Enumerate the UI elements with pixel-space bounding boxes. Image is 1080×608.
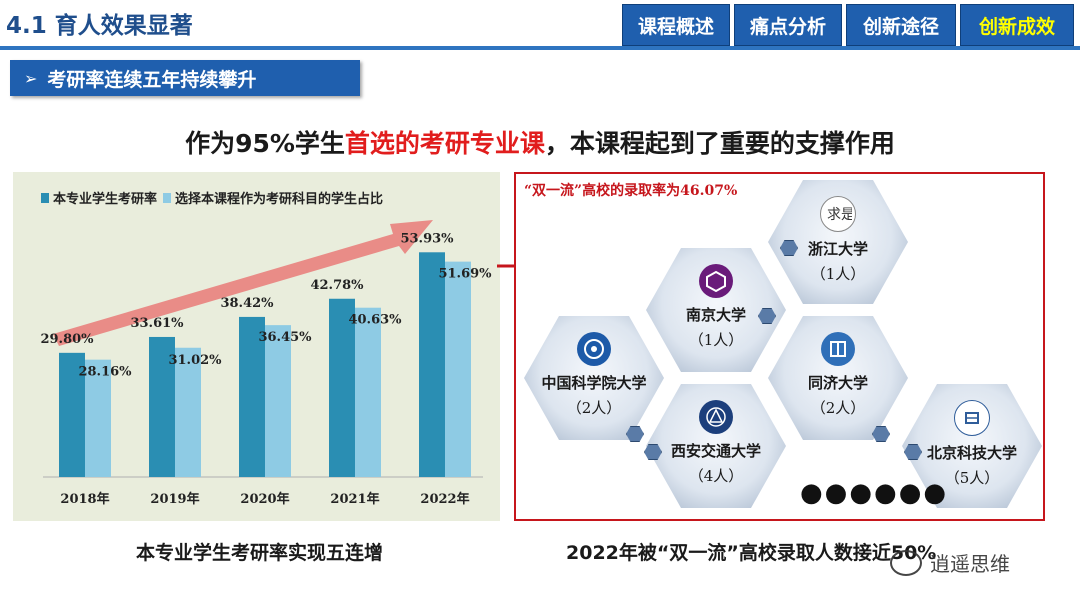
watermark-text: 逍遥思维 <box>930 552 1010 576</box>
bar-course-share-2 <box>265 325 291 477</box>
data-label: 29.80% <box>40 332 94 347</box>
tab-pain-point-analysis[interactable]: 痛点分析 <box>734 4 842 46</box>
legend-label-series2: 选择本课程作为考研科目的学生占比 <box>175 192 384 207</box>
university-name: 南京大学 <box>685 306 746 324</box>
bar-course-share-3 <box>355 307 381 477</box>
legend-label-series1: 本专业学生考研率 <box>53 192 158 207</box>
bar-course-share-1 <box>175 347 201 477</box>
hex-connector-icon <box>644 444 662 460</box>
hex-connector-icon <box>626 426 644 442</box>
xjtu-logo-icon <box>699 400 733 434</box>
hex-connector-icon <box>904 444 922 460</box>
x-tick-label: 2018年 <box>60 491 109 507</box>
chart-panel: 29.80% 28.16% 2018年 33.61% 31.02% 2019年 38.42%… <box>13 172 500 521</box>
legend-swatch-series2 <box>163 192 172 203</box>
tab-innovation-path[interactable]: 创新途径 <box>846 4 956 46</box>
bar-course-share-0 <box>85 359 111 477</box>
tongji-logo-icon <box>821 332 855 366</box>
bar-exam-rate-3 <box>329 298 355 477</box>
admission-rate-label: “双一流”高校的录取率为46.07% <box>524 183 738 199</box>
subtitle-text: 考研率连续五年持续攀升 <box>47 68 257 91</box>
page-title: 4.1 育人效果显著 <box>6 13 193 39</box>
hex-connector-icon <box>872 426 890 442</box>
bar-exam-rate-2 <box>239 316 265 477</box>
university-name: 中国科学院大学 <box>541 374 647 392</box>
bar-chart: 29.80% 28.16% 2018年 33.61% 31.02% 2019年 38.42%… <box>40 220 492 507</box>
chevron-right-icon: ➢ <box>24 68 38 88</box>
university-name: 浙江大学 <box>807 240 868 258</box>
hex-connector-icon <box>758 308 776 324</box>
university-name: 西安交通大学 <box>670 442 761 460</box>
nju-logo-icon <box>699 264 733 298</box>
trend-arrow-icon <box>53 220 433 346</box>
university-name: 同济大学 <box>807 374 868 392</box>
university-count: （1人） <box>810 265 866 283</box>
x-tick-label: 2020年 <box>240 491 289 507</box>
header-divider <box>0 46 1080 50</box>
data-label: 51.69% <box>438 267 492 282</box>
watermark: 逍遥思维 <box>890 548 1010 577</box>
headline-part2: ，本课程起到了重要的支撑作用 <box>544 129 895 158</box>
x-tick-label: 2019年 <box>150 491 199 507</box>
tab-course-overview[interactable]: 课程概述 <box>622 4 730 46</box>
wechat-icon <box>890 549 922 576</box>
headline-part1: 作为95%学生 <box>185 129 345 158</box>
ustb-logo-icon <box>954 400 990 436</box>
university-name: 北京科技大学 <box>926 444 1017 462</box>
more-universities-ellipsis: ●●●●●● <box>800 478 949 508</box>
bar-exam-rate-4 <box>419 252 445 477</box>
bar-course-share-4 <box>445 261 471 477</box>
university-count: （2人） <box>810 399 866 417</box>
zju-logo-icon: 求是 <box>820 196 856 232</box>
hex-connector-icon <box>780 240 798 256</box>
data-label: 38.42% <box>220 296 274 311</box>
data-label: 28.16% <box>78 365 132 380</box>
right-caption: 2022年被“双一流”高校录取人数接近50% <box>566 542 937 564</box>
left-caption: 本专业学生考研率实现五连增 <box>136 542 384 564</box>
legend-swatch-series1 <box>41 192 49 203</box>
data-label: 53.93% <box>400 231 454 246</box>
data-label: 36.45% <box>258 330 312 345</box>
x-tick-label: 2022年 <box>420 491 469 507</box>
ucas-logo-icon <box>577 332 611 366</box>
data-label: 33.61% <box>130 316 184 331</box>
headline-highlight: 首选的考研专业课 <box>344 129 545 158</box>
university-count: （2人） <box>566 399 622 417</box>
section-subtitle: ➢ 考研率连续五年持续攀升 <box>10 60 360 96</box>
university-count: （4人） <box>688 467 744 485</box>
university-count: （1人） <box>688 331 744 349</box>
data-label: 40.63% <box>348 313 402 328</box>
university-count: （5人） <box>944 469 1000 487</box>
chart-legend: 本专业学生考研率 选择本课程作为考研科目的学生占比 <box>41 188 383 207</box>
bar-exam-rate-1 <box>149 336 175 477</box>
data-label: 31.02% <box>168 353 222 368</box>
bar-exam-rate-0 <box>59 352 85 477</box>
data-label: 42.78% <box>310 278 364 293</box>
tab-innovation-results[interactable]: 创新成效 <box>960 4 1074 46</box>
x-tick-label: 2021年 <box>330 491 379 507</box>
svg-text:求是: 求是 <box>827 207 852 223</box>
headline: 作为95%学生首选的考研专业课，本课程起到了重要的支撑作用 <box>0 124 1080 160</box>
